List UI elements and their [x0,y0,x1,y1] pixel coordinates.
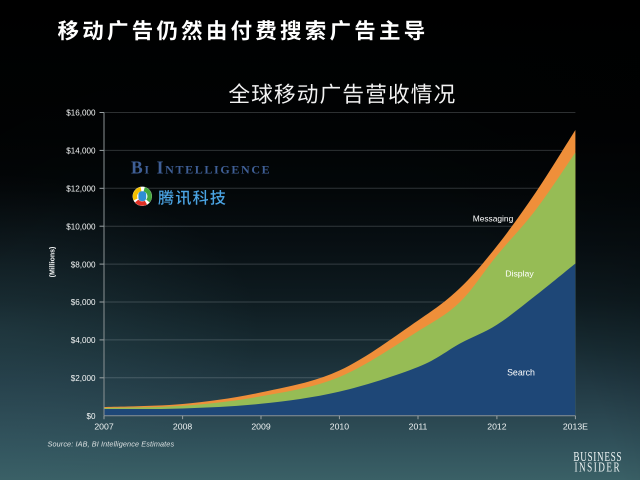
svg-text:2013E: 2013E [563,422,588,432]
svg-text:2010: 2010 [330,422,349,432]
svg-text:Bi Intelligence: Bi Intelligence [131,158,271,178]
svg-text:$2,000: $2,000 [71,374,96,383]
svg-text:$12,000: $12,000 [66,185,96,194]
svg-text:INSIDER: INSIDER [574,461,621,475]
svg-text:2012: 2012 [487,422,506,432]
svg-text:2011: 2011 [409,422,428,432]
svg-text:2009: 2009 [251,422,270,432]
svg-text:BUSINESS: BUSINESS [573,450,622,464]
svg-text:2007: 2007 [94,422,113,432]
svg-text:Messaging: Messaging [473,214,514,224]
svg-text:$16,000: $16,000 [66,109,96,118]
svg-text:Display: Display [505,269,534,279]
svg-text:$6,000: $6,000 [71,298,96,307]
svg-text:$0: $0 [86,412,96,421]
svg-text:$10,000: $10,000 [66,222,96,231]
svg-text:(Millions): (Millions) [50,247,57,278]
svg-text:$4,000: $4,000 [71,336,96,345]
svg-text:Search: Search [507,368,535,378]
svg-text:$14,000: $14,000 [66,147,96,156]
svg-text:2008: 2008 [173,422,192,432]
svg-text:Source: IAB, BI Intelligence E: Source: IAB, BI Intelligence Estimates [48,439,175,448]
svg-text:$8,000: $8,000 [71,260,96,269]
